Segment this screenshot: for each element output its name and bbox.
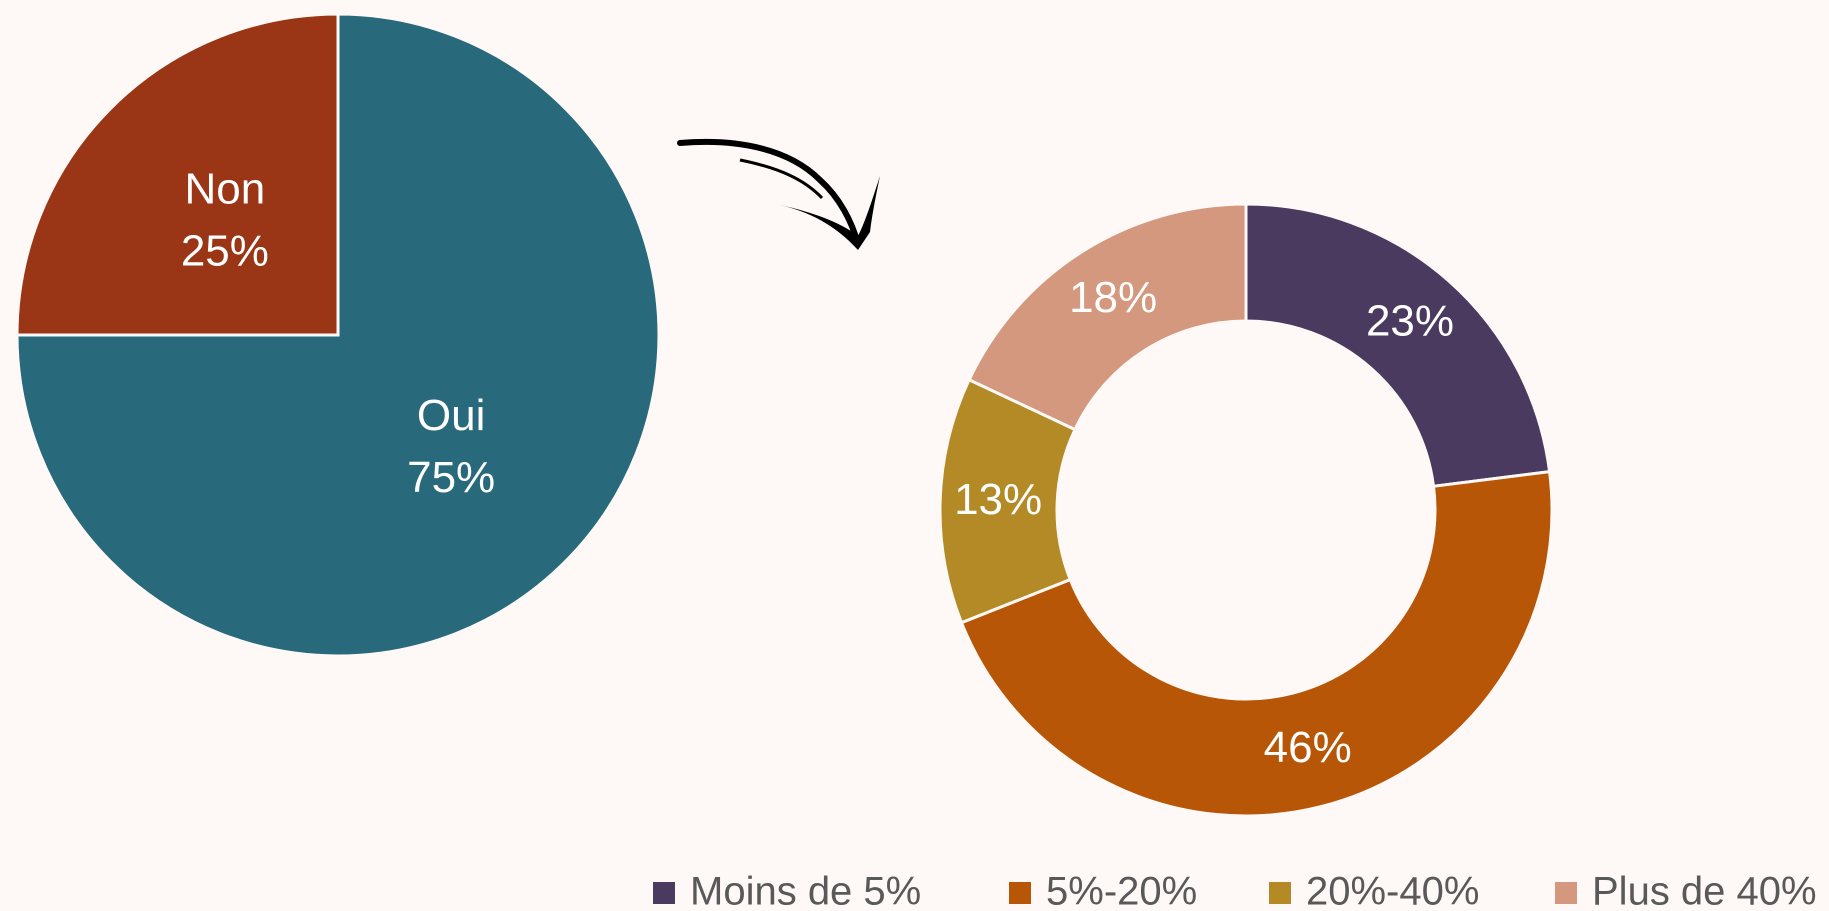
legend-label: 5%-20% xyxy=(1046,870,1197,911)
slice-value-label: 18% xyxy=(1069,273,1157,322)
legend-label: Moins de 5% xyxy=(690,870,921,911)
arrow xyxy=(677,138,880,250)
slice xyxy=(967,202,1248,432)
slice-category: Oui xyxy=(417,391,485,440)
slice-value-label: 13% xyxy=(954,475,1042,524)
slice-value-label: 23% xyxy=(1366,297,1454,346)
legend-swatch xyxy=(1555,882,1577,904)
legend-label: Plus de 40% xyxy=(1592,870,1817,911)
slice-category: Non xyxy=(185,164,266,213)
legend-swatch xyxy=(1269,882,1291,904)
slice-value-label: 75% xyxy=(407,453,495,502)
slice-value-label: 25% xyxy=(181,226,269,275)
slice xyxy=(959,469,1554,818)
legend-swatch xyxy=(653,882,675,904)
slice-value-label: 46% xyxy=(1264,723,1352,772)
slice xyxy=(1244,202,1552,488)
slice xyxy=(15,12,340,337)
legend-swatch xyxy=(1009,882,1031,904)
legend-label: 20%-40% xyxy=(1306,870,1479,911)
